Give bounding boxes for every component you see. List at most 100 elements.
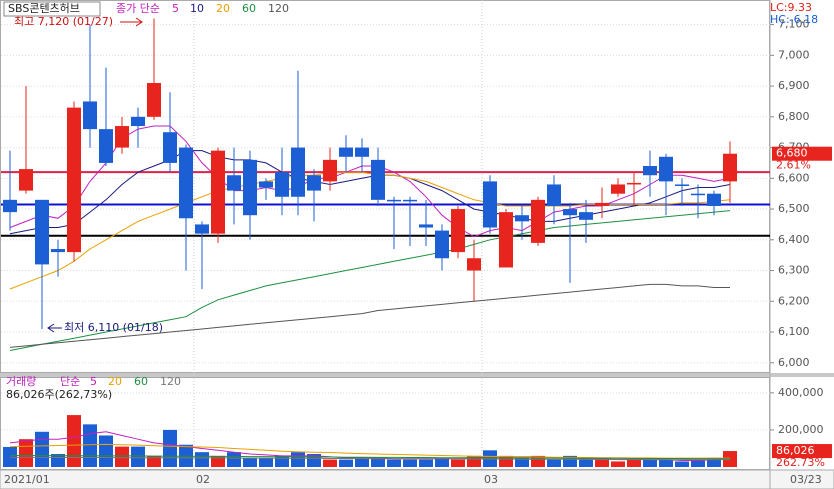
y-tick-label: 6,800 bbox=[778, 110, 810, 123]
candle-body bbox=[451, 209, 465, 253]
candle-body bbox=[723, 153, 737, 182]
y-tick-label: 6,200 bbox=[778, 294, 810, 307]
legend-entry: 120 bbox=[160, 375, 181, 388]
hc-label: HC:-6.18 bbox=[770, 13, 818, 26]
candle-body bbox=[691, 193, 705, 196]
y-tick-label: 200,000 bbox=[778, 423, 824, 436]
volume-bar bbox=[579, 459, 593, 467]
annotation-arrow bbox=[120, 17, 143, 27]
volume-bar bbox=[707, 457, 721, 467]
volume-bar bbox=[515, 457, 529, 467]
volume-bar bbox=[691, 459, 705, 467]
legend-entry: 10 bbox=[190, 2, 204, 15]
y-tick-label: 6,500 bbox=[778, 202, 810, 215]
candle-body bbox=[19, 169, 33, 191]
candle-body bbox=[403, 199, 417, 202]
candle-body bbox=[131, 116, 145, 127]
annotation-arrow bbox=[47, 323, 62, 333]
candle-body bbox=[419, 224, 433, 228]
candle-body bbox=[163, 132, 177, 163]
volume-bar bbox=[163, 429, 177, 467]
volume-bar bbox=[531, 455, 545, 467]
y-tick-label: 6,900 bbox=[778, 79, 810, 92]
candle-body bbox=[227, 175, 241, 191]
ma-line bbox=[9, 171, 731, 290]
x-tick-label: 2021/01 bbox=[4, 473, 50, 486]
volume-bar bbox=[243, 457, 257, 467]
volume-bar bbox=[627, 459, 641, 467]
y-tick-label: 400,000 bbox=[778, 386, 824, 399]
ma-line bbox=[9, 283, 730, 348]
legend-entry: 5 bbox=[90, 375, 97, 388]
volume-bar bbox=[339, 459, 353, 467]
volume-bar bbox=[195, 452, 209, 467]
legend-entry: 60 bbox=[134, 375, 148, 388]
y-tick-label: 6,300 bbox=[778, 264, 810, 277]
x-tick-label: 03 bbox=[484, 473, 498, 486]
volume-bar bbox=[451, 459, 465, 467]
volume-bar bbox=[403, 459, 417, 467]
volume-bar bbox=[435, 457, 449, 467]
candle-body bbox=[323, 159, 337, 182]
volume-bar bbox=[99, 435, 113, 467]
last-price-box bbox=[772, 146, 832, 161]
volume-bar bbox=[227, 452, 241, 467]
candle-body bbox=[115, 126, 129, 148]
candle-body bbox=[515, 215, 529, 222]
last-volume-box bbox=[772, 444, 832, 459]
volume-bar bbox=[83, 424, 97, 467]
panel-divider bbox=[0, 373, 834, 377]
date-bar bbox=[0, 469, 834, 489]
chart-title: SBS콘텐츠허브 bbox=[8, 2, 80, 15]
candle-body bbox=[83, 101, 97, 130]
volume-bar bbox=[259, 457, 273, 467]
candle-body bbox=[659, 156, 673, 182]
ratio-label: 262.73% bbox=[776, 456, 825, 469]
candle-body bbox=[483, 181, 497, 228]
legend-label: 종가 단순 bbox=[116, 2, 160, 15]
candle-body bbox=[547, 184, 561, 206]
candle-body bbox=[595, 202, 609, 206]
volume-bar bbox=[35, 431, 49, 467]
candle-body bbox=[531, 199, 545, 243]
y-tick-label: 6,100 bbox=[778, 325, 810, 338]
volume-bar bbox=[547, 459, 561, 467]
candle-body bbox=[467, 258, 481, 271]
last-date: 03/23 bbox=[790, 473, 822, 486]
last-price-label: 6,680 bbox=[776, 147, 808, 160]
volume-bar bbox=[355, 457, 369, 467]
candle-body bbox=[339, 147, 353, 157]
candle-body bbox=[307, 175, 321, 191]
volume-bar bbox=[595, 459, 609, 467]
y-tick-label: 6,600 bbox=[778, 171, 810, 184]
legend-box bbox=[3, 1, 101, 17]
candle-body bbox=[3, 199, 17, 213]
candle-body bbox=[435, 230, 449, 259]
volume-bar bbox=[371, 457, 385, 467]
candle-body bbox=[195, 224, 209, 234]
y-tick-label: 7,000 bbox=[778, 48, 810, 61]
y-tick-label: 6,000 bbox=[778, 356, 810, 369]
candle-body bbox=[611, 184, 625, 194]
ma-line bbox=[9, 210, 731, 351]
annotation: 최저 6,110 (01/18) bbox=[64, 321, 163, 334]
volume-bar bbox=[19, 439, 33, 467]
legend-entry: 20 bbox=[216, 2, 230, 15]
volume-bar bbox=[419, 459, 433, 467]
lc-label: LC:9.33 bbox=[770, 1, 812, 14]
volume-bar bbox=[275, 455, 289, 467]
volume-bar bbox=[659, 459, 673, 467]
y-tick-label: 7,100 bbox=[778, 18, 810, 31]
candle-body bbox=[259, 181, 273, 188]
volume-bar bbox=[323, 459, 337, 467]
candle-body bbox=[211, 150, 225, 234]
candle-body bbox=[179, 147, 193, 219]
ma-line bbox=[9, 150, 731, 235]
volume-bar bbox=[387, 459, 401, 467]
candle-body bbox=[355, 147, 369, 157]
volume-bar bbox=[131, 446, 145, 467]
candle-body bbox=[243, 159, 257, 216]
candle-body bbox=[147, 83, 161, 117]
volume-bar bbox=[611, 461, 625, 467]
